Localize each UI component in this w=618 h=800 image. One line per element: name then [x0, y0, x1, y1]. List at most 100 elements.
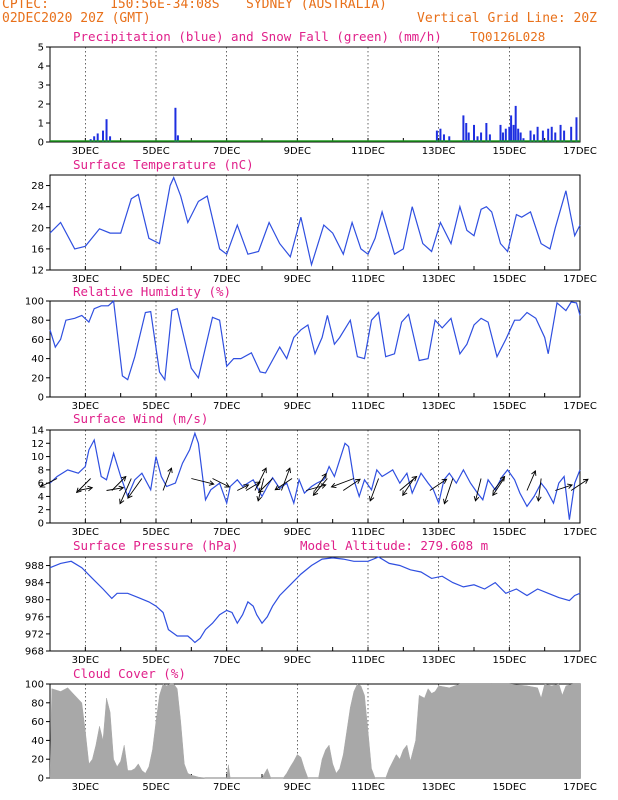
wind-ytick-label: 2	[38, 505, 44, 516]
wind-xtick-label: 7DEC	[213, 527, 240, 538]
wind-wind-arrow	[237, 484, 249, 491]
cloud-cover-ytick-label: 80	[31, 698, 44, 709]
wind-wind-arrow	[245, 481, 261, 491]
precipitation-bar	[519, 132, 522, 142]
temperature-line	[49, 176, 581, 268]
wind-wind-arrowhead	[39, 482, 46, 488]
header-coords: 150:56E-34:08S	[110, 0, 220, 12]
cloud-cover-panel: Cloud Cover (%) 0 20 40 60 80 100 3DEC 5DEC 7DEC 9…	[25, 666, 597, 793]
wind-wind-arrow	[313, 478, 328, 496]
precipitation-ytick-label: 5	[38, 43, 44, 54]
wind-xtick-label: 3DEC	[72, 527, 99, 538]
header-grid-line: Vertical Grid Line: 20Z	[417, 11, 598, 26]
temperature-xtick-label: 3DEC	[72, 274, 99, 285]
wind-wind-arrow	[443, 478, 454, 504]
cloud-cover-title: Cloud Cover (%)	[73, 666, 186, 681]
temperature-ytick-label: 24	[31, 202, 44, 213]
wind-wind-arrow	[429, 478, 447, 491]
precipitation-bar	[533, 134, 536, 142]
temperature-ytick-label: 16	[31, 244, 44, 255]
wind-wind-arrow	[274, 478, 293, 491]
precipitation-bar	[550, 126, 553, 142]
cloud-cover-ytick-label: 40	[31, 736, 44, 747]
pressure-xtick-label: 3DEC	[72, 655, 99, 666]
wind-wind-arrowhead	[274, 485, 281, 491]
header-source: CPTEC:	[2, 0, 49, 12]
humidity-ytick-label: 40	[31, 354, 44, 365]
humidity-title: Relative Humidity (%)	[73, 284, 231, 299]
humidity-ytick-label: 20	[31, 373, 44, 384]
precipitation-bar	[547, 128, 550, 142]
cloud-cover-ytick-label: 100	[25, 680, 44, 691]
precipitation-bar	[536, 126, 539, 142]
wind-wind-arrowhead	[119, 498, 125, 505]
humidity-xtick-label: 7DEC	[213, 401, 240, 412]
cloud-cover-xtick-label: 9DEC	[284, 782, 311, 793]
header-run: 02DEC2020 20Z (GMT)	[2, 11, 151, 26]
wind-wind-arrow	[162, 467, 172, 491]
humidity-ytick-label: 0	[38, 393, 44, 404]
cloud-cover-ytick-label: 0	[38, 774, 44, 785]
wind-wind-arrow	[492, 478, 505, 496]
wind-wind-arrow	[127, 478, 143, 499]
wind-wind-arrowhead	[582, 478, 589, 484]
wind-ytick-label: 12	[31, 439, 44, 450]
precipitation-ytick-label: 2	[38, 100, 44, 111]
wind-wind-arrowhead	[256, 495, 262, 502]
wind-wind-arrowhead	[167, 467, 173, 474]
temperature-panel: Surface Temperature (nC) 12 16 20 24 28 3DEC 5D…	[31, 157, 597, 285]
precipitation-bar	[508, 126, 511, 142]
precipitation-bar	[109, 136, 112, 142]
wind-title: Surface Wind (m/s)	[73, 411, 208, 426]
wind-wind-arrowhead	[473, 495, 480, 502]
precipitation-bar	[176, 135, 179, 142]
wind-ytick-label: 0	[38, 519, 44, 530]
cloud-cover-xtick-label: 17DEC	[563, 782, 597, 793]
humidity-xtick-label: 9DEC	[284, 401, 311, 412]
pressure-panel: Surface Pressure (hPa) Model Altitude: 27…	[25, 538, 597, 666]
wind-wind-arrowhead	[87, 485, 94, 492]
wind-wind-arrow	[40, 478, 58, 488]
precipitation-bar	[559, 124, 562, 142]
wind-wind-arrowhead	[355, 478, 361, 484]
precipitation-ytick-label: 0	[38, 138, 44, 149]
wind-wind-arrow	[306, 484, 326, 491]
pressure-xtick-label: 5DEC	[142, 655, 169, 666]
cloud-cover-xtick-label: 11DEC	[351, 782, 385, 793]
precipitation-bar	[488, 134, 491, 142]
wind-wind-arrowhead	[208, 480, 215, 486]
pressure-frame	[49, 556, 581, 652]
precipitation-bar	[480, 132, 483, 142]
wind-panel: Surface Wind (m/s) 0 2 4 6 8 10 12 14 3DEC 5DEC 7DE…	[31, 411, 597, 538]
precipitation-panel: Precipitation (blue) and Snow Fall (gree…	[38, 29, 597, 157]
wind-wind-arrowhead	[257, 487, 264, 494]
wind-wind-arrowhead	[261, 467, 267, 474]
cloud-cover-ytick-label: 60	[31, 717, 44, 728]
pressure-title: Surface Pressure (hPa)	[73, 538, 239, 553]
humidity-frame	[49, 300, 581, 398]
wind-wind-arrowhead	[321, 472, 327, 479]
wind-wind-arrow	[254, 467, 267, 491]
wind-xtick-label: 11DEC	[351, 527, 385, 538]
wind-wind-arrow	[570, 478, 589, 491]
wind-wind-arrow	[475, 478, 482, 502]
pressure-xtick-label: 7DEC	[213, 655, 240, 666]
precipitation-bar	[570, 126, 573, 142]
wind-wind-arrow	[191, 478, 214, 485]
wind-wind-arrowhead	[536, 496, 542, 502]
wind-wind-arrow	[493, 476, 505, 491]
wind-wind-arrow	[526, 470, 536, 491]
temperature-xtick-label: 11DEC	[351, 274, 385, 285]
pressure-xtick-label: 13DEC	[422, 655, 456, 666]
precipitation-bar	[435, 130, 438, 142]
temperature-ytick-label: 12	[31, 266, 44, 277]
wind-wind-arrow	[343, 478, 361, 491]
precipitation-bar	[501, 132, 504, 142]
header-location: SYDNEY (AUSTRALIA)	[246, 0, 387, 12]
temperature-xtick-label: 7DEC	[213, 274, 240, 285]
precipitation-ytick-label: 3	[38, 81, 44, 92]
wind-line	[49, 431, 581, 520]
wind-wind-arrow	[106, 487, 124, 491]
temperature-ytick-label: 20	[31, 223, 44, 234]
